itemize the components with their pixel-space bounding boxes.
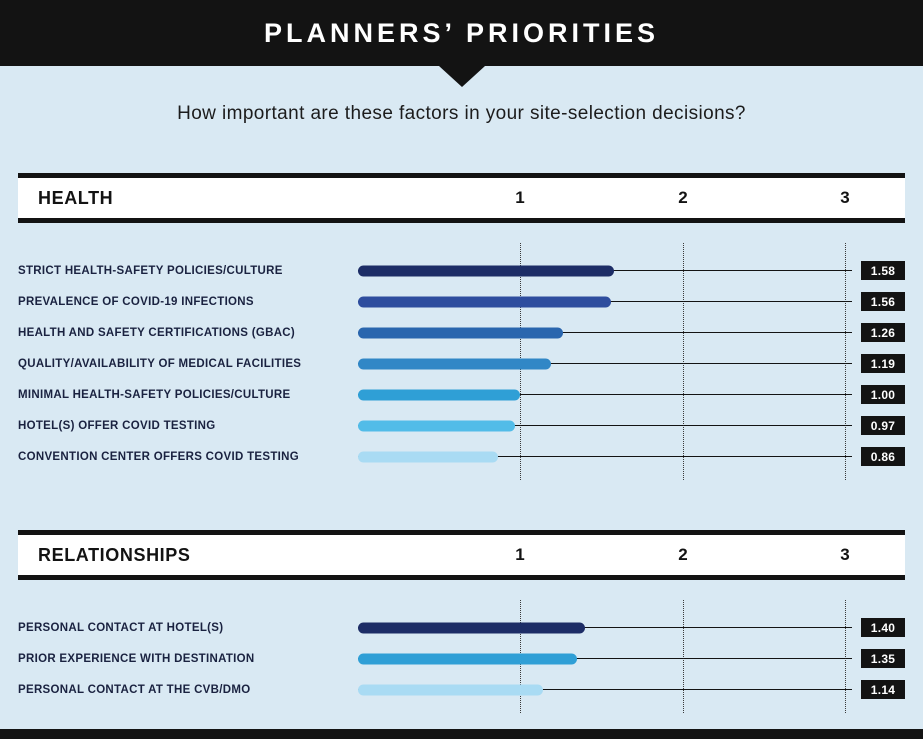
bar-row: PREVALENCE OF COVID-19 INFECTIONS 1.56: [18, 286, 905, 317]
bar-track: [358, 255, 852, 286]
bar-row: MINIMAL HEALTH-SAFETY POLICIES/CULTURE 1…: [18, 379, 905, 410]
bar-row: HOTEL(S) OFFER COVID TESTING 0.97: [18, 410, 905, 441]
bar-label: PERSONAL CONTACT AT THE CVB/DMO: [18, 683, 251, 696]
chart-question: How important are these factors in your …: [177, 103, 746, 124]
section-header: RELATIONSHIPS 1 2 3: [18, 530, 905, 580]
bar-baseline: [358, 394, 852, 395]
axis-tick-label: 2: [678, 188, 688, 207]
value-badge: 1.40: [861, 618, 905, 637]
bar-track: [358, 674, 852, 705]
bar-baseline: [358, 332, 852, 333]
bar-baseline: [358, 425, 852, 426]
axis-tick-label: 3: [840, 188, 850, 207]
bar-row: QUALITY/AVAILABILITY OF MEDICAL FACILITI…: [18, 348, 905, 379]
bar: [358, 265, 615, 276]
header-arrow-down-icon: [438, 66, 485, 87]
bar-track: [358, 286, 852, 317]
bar: [358, 684, 544, 695]
section-title: RELATIONSHIPS: [38, 544, 191, 565]
value-badge: 1.35: [861, 649, 905, 668]
bar-label: PREVALENCE OF COVID-19 INFECTIONS: [18, 295, 254, 308]
page-title: PLANNERS’ PRIORITIES: [263, 17, 660, 48]
chart-content: HEALTH 1 2 3 STRICT HEALTH-SAFETY POLICIES…: [0, 173, 923, 717]
value-badge: 1.19: [861, 354, 905, 373]
bar: [358, 389, 521, 400]
header-bar: PLANNERS’ PRIORITIES: [0, 0, 923, 66]
bar-track: [358, 612, 852, 643]
bar-row: STRICT HEALTH-SAFETY POLICIES/CULTURE 1.…: [18, 255, 905, 286]
axis-tick-label: 3: [840, 545, 850, 564]
section-header: HEALTH 1 2 3: [18, 173, 905, 223]
bar-baseline: [358, 627, 852, 628]
value-badge: 1.14: [861, 680, 905, 699]
bar: [358, 653, 578, 664]
bar: [358, 358, 552, 369]
bar-row: HEALTH AND SAFETY CERTIFICATIONS (GBAC) …: [18, 317, 905, 348]
bar-row: PERSONAL CONTACT AT THE CVB/DMO 1.14: [18, 674, 905, 705]
axis-gridline: [845, 243, 846, 480]
section-rows: PERSONAL CONTACT AT HOTEL(S) 1.40 PRIOR …: [18, 580, 905, 717]
bar-track: [358, 643, 852, 674]
axis-tick-label: 1: [515, 188, 525, 207]
value-badge: 1.00: [861, 385, 905, 404]
section-title: HEALTH: [38, 187, 114, 208]
bar-track: [358, 379, 852, 410]
chart-section: HEALTH 1 2 3 STRICT HEALTH-SAFETY POLICIES…: [18, 173, 905, 484]
bar: [358, 451, 498, 462]
bar-track: [358, 410, 852, 441]
bar-row: PRIOR EXPERIENCE WITH DESTINATION 1.35: [18, 643, 905, 674]
section-rows: STRICT HEALTH-SAFETY POLICIES/CULTURE 1.…: [18, 223, 905, 484]
axis-gridline: [683, 243, 684, 480]
axis-tick-labels: 1 2 3: [358, 535, 852, 575]
bar-track: [358, 441, 852, 472]
bar-track: [358, 348, 852, 379]
bar-row: CONVENTION CENTER OFFERS COVID TESTING 0…: [18, 441, 905, 472]
chart-sections: HEALTH 1 2 3 STRICT HEALTH-SAFETY POLICIES…: [18, 173, 905, 717]
bar-label: QUALITY/AVAILABILITY OF MEDICAL FACILITI…: [18, 357, 302, 370]
value-badge: 0.86: [861, 447, 905, 466]
bar-label: MINIMAL HEALTH-SAFETY POLICIES/CULTURE: [18, 388, 291, 401]
bar-label: HEALTH AND SAFETY CERTIFICATIONS (GBAC): [18, 326, 296, 339]
bar: [358, 622, 586, 633]
bar-label: STRICT HEALTH-SAFETY POLICIES/CULTURE: [18, 264, 283, 277]
bar-label: HOTEL(S) OFFER COVID TESTING: [18, 419, 216, 432]
axis-tick-label: 2: [678, 545, 688, 564]
bar-baseline: [358, 658, 852, 659]
footer-bar: [0, 729, 923, 739]
axis-gridline: [845, 600, 846, 713]
value-badge: 1.58: [861, 261, 905, 280]
bar-baseline: [358, 456, 852, 457]
bar: [358, 420, 516, 431]
value-badge: 1.26: [861, 323, 905, 342]
bar: [358, 296, 612, 307]
bar-baseline: [358, 689, 852, 690]
chart-section: RELATIONSHIPS 1 2 3 PERSONAL CONTACT AT HO…: [18, 530, 905, 717]
bar-label: CONVENTION CENTER OFFERS COVID TESTING: [18, 450, 300, 463]
value-badge: 0.97: [861, 416, 905, 435]
bar-label: PRIOR EXPERIENCE WITH DESTINATION: [18, 652, 255, 665]
bar-label: PERSONAL CONTACT AT HOTEL(S): [18, 621, 224, 634]
bar-baseline: [358, 363, 852, 364]
value-badge: 1.56: [861, 292, 905, 311]
axis-tick-labels: 1 2 3: [358, 178, 852, 218]
axis-gridline: [683, 600, 684, 713]
bar-row: PERSONAL CONTACT AT HOTEL(S) 1.40: [18, 612, 905, 643]
bar: [358, 327, 563, 338]
bar-track: [358, 317, 852, 348]
axis-tick-label: 1: [515, 545, 525, 564]
